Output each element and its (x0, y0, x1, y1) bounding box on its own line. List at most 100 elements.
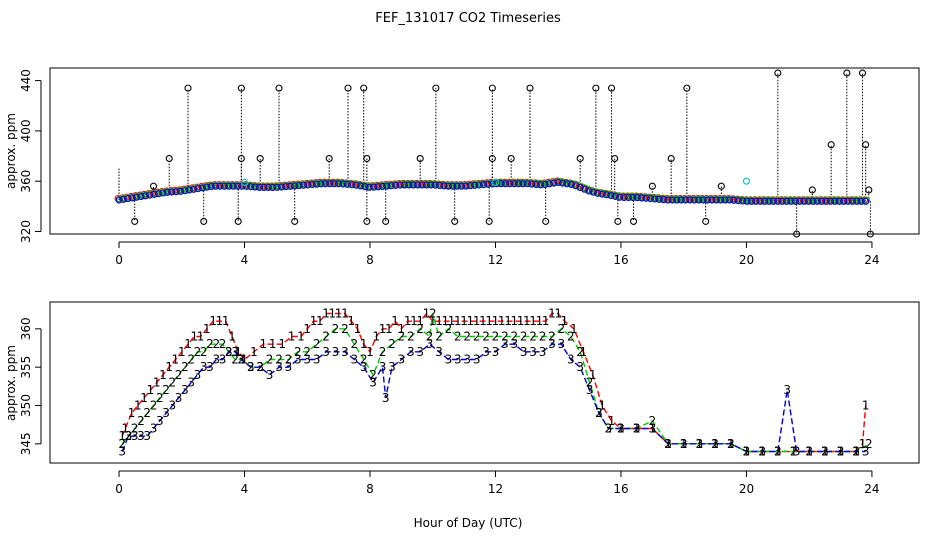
top-series-3-point (747, 197, 756, 205)
top-series-2-point (608, 191, 616, 199)
top-series-3-point (743, 197, 751, 205)
bottom-series-2-label: 2 (313, 337, 321, 351)
bottom-series-2-label: 2 (303, 345, 311, 359)
bottom-series-2-label: 2 (238, 353, 246, 367)
bottom-series-3-label: 3 (696, 437, 704, 451)
bottom-series-2-label: 2 (539, 330, 547, 344)
bottom-series-3-label: 3 (350, 353, 358, 367)
bottom-series-2-label: 2 (369, 368, 377, 382)
top-spike-point (592, 84, 600, 92)
bottom-series-1-label: 1 (335, 307, 343, 321)
top-series-3-point (220, 182, 228, 190)
top-series-3-point (374, 183, 382, 191)
bottom-series-2-label: 2 (426, 330, 434, 344)
bottom-series-1-label: 1 (492, 314, 500, 328)
top-series-2-point (669, 195, 677, 203)
top-spike-point (862, 141, 870, 149)
top-series-3-point (418, 181, 426, 189)
bottom-series-1-label: 1 (529, 314, 537, 328)
bottom-series-2-label: 2 (266, 353, 274, 367)
bottom-series-3-label: 3 (156, 414, 164, 428)
bottom-series-1-label: 1 (303, 322, 311, 336)
bottom-x-tick-label: 16 (613, 482, 628, 496)
top-series-3-point (857, 197, 865, 205)
top-series-2-point (502, 179, 511, 187)
top-series-2-point (230, 181, 238, 189)
bottom-series-3-label: 3 (501, 337, 509, 351)
top-series-2-point (560, 178, 568, 186)
top-series-3-point (247, 183, 255, 191)
bottom-series-2-label: 2 (322, 330, 330, 344)
top-spike-point (344, 84, 352, 92)
bottom-series-2-label: 2 (790, 445, 798, 459)
top-y-tick-label: 320 (19, 220, 33, 243)
bottom-series-2-label: 2 (567, 330, 575, 344)
top-series-2-point (845, 196, 853, 204)
top-series-3-point (383, 182, 391, 190)
bottom-series-1-label: 1 (467, 314, 475, 328)
top-series-3-point (392, 181, 400, 189)
top-series-2-point (674, 195, 682, 203)
bottom-series-1-label: 1 (460, 314, 468, 328)
bottom-series-1-label: 1 (140, 391, 148, 405)
top-series-3-point (835, 197, 843, 205)
top-series-2-point (221, 181, 229, 189)
top-series-3-point (862, 197, 870, 205)
top-series-2-point (823, 196, 831, 204)
bottom-series-1-label: 1 (743, 445, 751, 459)
bottom-series-2-label: 2 (341, 322, 349, 336)
top-spike-point (614, 217, 622, 225)
top-series-2-point (226, 181, 234, 189)
bottom-series-3-label: 3 (617, 422, 625, 436)
top-series-2-point (590, 187, 598, 195)
top-series-3-point (159, 189, 167, 197)
top-series-3-point (291, 182, 299, 190)
top-series-3-point (510, 180, 518, 188)
bottom-series-1-label: 1 (404, 314, 412, 328)
top-series-2-point (217, 181, 225, 189)
bottom-series-2-label: 2 (360, 353, 368, 367)
top-x-tick-label: 4 (241, 253, 249, 267)
bottom-series-2-label: 2 (758, 445, 766, 459)
bottom-series-1-label: 1 (454, 314, 462, 328)
bottom-series-2-label: 2 (275, 353, 283, 367)
top-series-3-point (739, 197, 747, 205)
top-y-axis-label: approx. ppm (4, 113, 18, 189)
bottom-series-2-label: 2 (118, 437, 126, 451)
top-series-3-point (712, 196, 720, 204)
bottom-series-1-label: 1 (316, 314, 324, 328)
bottom-series-2-label: 2 (162, 383, 170, 397)
top-series-3-point (572, 182, 580, 190)
top-spike-point (131, 217, 139, 225)
top-series-3-point (616, 193, 624, 201)
bottom-series-1-label: 1 (711, 437, 719, 451)
bottom-series-1-label: 1 (134, 399, 142, 413)
bottom-series-3-label: 3 (332, 345, 340, 359)
top-series-2-point (744, 196, 752, 204)
top-series-3-point (484, 180, 492, 188)
top-series-3-point (589, 188, 597, 196)
bottom-x-tick-label: 12 (488, 482, 503, 496)
bottom-series-2-label: 2 (548, 330, 556, 344)
top-series-3-point (550, 179, 558, 187)
bottom-x-tick-label: 8 (366, 482, 374, 496)
top-cyan-point (240, 178, 249, 186)
top-series-3-point (185, 186, 193, 194)
top-series-2-point (748, 196, 756, 204)
bottom-series-3-label: 3 (783, 383, 791, 397)
bottom-series-1-label: 1 (479, 314, 487, 328)
top-series-3-point (515, 180, 523, 188)
bottom-series-3-label: 3 (463, 353, 471, 367)
top-series-2-point (735, 196, 743, 204)
bottom-series-3-label: 3 (435, 345, 443, 359)
top-series-3-point (119, 195, 127, 203)
bottom-series-1-label: 1 (589, 368, 597, 382)
bottom-series-2-label: 2 (727, 437, 735, 451)
bottom-series-3-label: 3 (649, 422, 657, 436)
top-series-2-point (661, 195, 669, 203)
top-series-2-point (454, 181, 462, 189)
top-series-3-point (655, 195, 663, 203)
top-series-3-point (286, 182, 294, 190)
